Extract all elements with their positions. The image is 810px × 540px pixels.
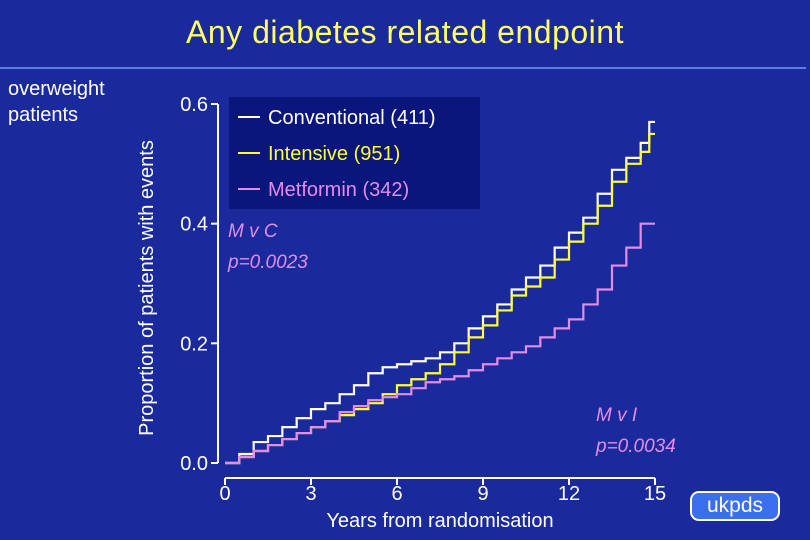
x-tick-label: 12 [558, 483, 580, 505]
annotation-mvi-p: p=0.0034 [595, 436, 676, 457]
x-tick-label: 15 [644, 483, 666, 505]
y-tick-label: 0.6 [180, 94, 208, 116]
legend-entry: Metformin (342) [268, 179, 409, 201]
y-tick-label: 0.2 [180, 333, 208, 355]
x-axis-title: Years from randomisation [326, 510, 553, 532]
x-tick-label: 6 [391, 483, 402, 505]
y-axis-title: Proportion of patients with events [136, 140, 158, 436]
ukpds-logo: ukpds [690, 491, 780, 521]
annotation-mvi-label: M v I [596, 405, 638, 426]
annotation-mvc-p: p=0.0023 [227, 252, 308, 273]
x-tick-label: 3 [305, 483, 316, 505]
annotation-mvc-label: M v C [228, 221, 278, 242]
y-tick-label: 0.4 [180, 214, 208, 236]
x-tick-label: 0 [219, 483, 230, 505]
chart-title: Any diabetes related endpoint [186, 14, 624, 50]
series-line-1 [225, 120, 655, 465]
legend-entry: Intensive (951) [268, 143, 400, 165]
legend-box [229, 97, 480, 209]
subgroup-label-line2: patients [8, 104, 79, 126]
x-tick-label: 9 [477, 483, 488, 505]
series-line-3 [225, 222, 655, 465]
subgroup-label: overweight patients [8, 76, 105, 128]
y-tick-label: 0.0 [180, 453, 208, 475]
title-divider [0, 67, 806, 69]
subgroup-label-line1: overweight [8, 78, 105, 100]
legend-entry: Conventional (411) [268, 107, 436, 129]
